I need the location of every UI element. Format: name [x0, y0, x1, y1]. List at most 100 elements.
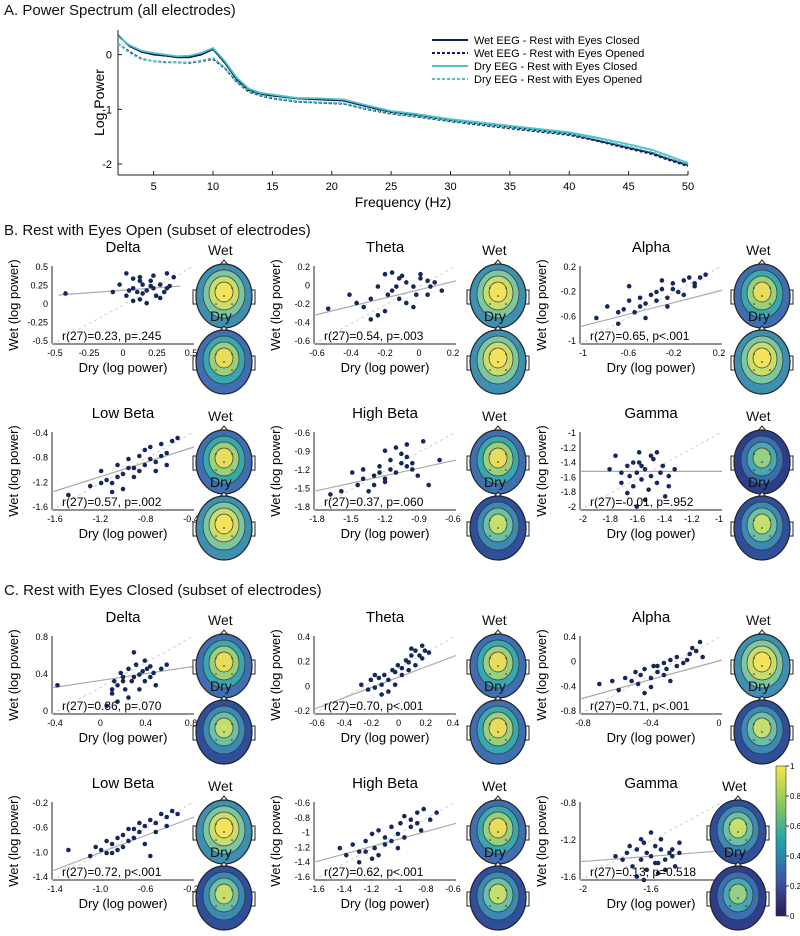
- scatter-closed-lowbeta: Low Beta -1.4 -1.0 -0.6 -0.2 -0.2 -0.6 -1.0 -1.4…: [6, 775, 199, 911]
- scatter-x-tick-label: -0.4: [183, 514, 199, 524]
- scatter-x-tick-label: -0.6: [309, 348, 325, 358]
- scatter-y-tick-label: -0.8: [294, 813, 310, 823]
- scatter-y-tick-label: 0.4: [35, 669, 48, 679]
- head-electrode-dot: [769, 287, 771, 289]
- scatter-point: [636, 460, 642, 465]
- scatter-point: [87, 483, 93, 489]
- head-electrode-dot: [761, 461, 763, 463]
- scatter-point: [626, 298, 632, 303]
- scatter-point: [643, 315, 648, 321]
- head-electrode-dot: [769, 369, 771, 371]
- scatter-point: [659, 286, 665, 292]
- dry-label: Dry: [748, 308, 770, 324]
- scatter-point: [421, 806, 427, 812]
- scatter-point: [153, 459, 159, 465]
- colorbar-tick-label: 0: [790, 912, 795, 921]
- scatter-point: [137, 274, 143, 280]
- head-electrode-dot: [215, 369, 217, 371]
- head-electrode-dot: [215, 889, 217, 891]
- scatter-point: [634, 847, 640, 852]
- scatter-title: Low Beta: [92, 775, 155, 792]
- scatter-ylabel: Wet (log power): [268, 425, 283, 517]
- scatter-point: [613, 853, 618, 859]
- head-electrode-dot: [231, 905, 233, 907]
- scatter-point: [104, 477, 109, 483]
- head-electrode-dot: [223, 731, 225, 733]
- topomap-dry: [730, 695, 794, 765]
- head-electrode-dot: [505, 453, 507, 455]
- scatter-point: [167, 283, 172, 289]
- head-electrode-dot: [489, 369, 491, 371]
- scatter-x-tick-label: 0: [716, 718, 721, 728]
- scatter-point: [422, 648, 428, 653]
- head-electrode-dot: [737, 831, 739, 833]
- scatter-point: [109, 691, 115, 696]
- scatter-point: [418, 828, 424, 833]
- scatter-x-tick-label: -1: [579, 348, 587, 358]
- scatter-point: [120, 471, 126, 477]
- scatter-stat: r(27)=-0.01, p=.952: [590, 495, 694, 509]
- head-electrode-dot: [215, 469, 217, 471]
- scatter-point: [164, 662, 169, 668]
- scatter-point: [66, 492, 71, 498]
- scatter-point: [120, 844, 126, 850]
- topomap-wet: [466, 795, 530, 865]
- scatter-point: [104, 850, 109, 856]
- head-electrode-dot: [223, 897, 225, 899]
- scatter-point: [402, 813, 407, 819]
- head-contour: [214, 347, 234, 369]
- scatter-point: [632, 309, 637, 315]
- scatter-y-tick-label: -0.6: [294, 798, 310, 808]
- scatter-point: [109, 687, 115, 692]
- head-electrode-dot: [231, 889, 233, 891]
- head-electrode-dot: [223, 461, 225, 463]
- scatter-point: [425, 292, 430, 298]
- scatter-title: Alpha: [632, 239, 671, 256]
- scatter-point: [98, 847, 104, 853]
- scatter-point: [164, 271, 170, 276]
- scatter-point: [360, 467, 366, 472]
- scatter-y-tick-label: -0.8: [32, 453, 48, 463]
- scatter-point: [169, 438, 175, 444]
- scatter-point: [377, 464, 382, 469]
- scatter-x-tick-label: -0.8: [138, 514, 154, 524]
- scatter-x-tick-label: 0: [98, 718, 103, 728]
- scatter-y-tick-label: 0.2: [297, 657, 310, 667]
- scatter-y-tick-label: -1.2: [32, 477, 48, 487]
- scatter-point: [648, 853, 654, 859]
- head-electrode-dot: [215, 905, 217, 907]
- scatter-point: [151, 670, 156, 676]
- scatter-y-tick-label: 0.5: [35, 262, 48, 272]
- scatter-fit-line: [51, 446, 195, 493]
- scatter-point: [658, 837, 664, 842]
- scatter-point: [672, 864, 678, 869]
- head-electrode-dot: [753, 469, 755, 471]
- head-electrode-dot: [489, 287, 491, 289]
- scatter-xlabel: Dry (log power): [341, 896, 430, 911]
- scatter-point: [408, 817, 414, 823]
- scatter-point: [637, 295, 643, 301]
- scatter-point: [408, 824, 414, 830]
- scatter-x-tick-label: -0.6: [621, 348, 637, 358]
- scatter-point: [641, 840, 647, 845]
- scatter-point: [389, 838, 394, 844]
- head-electrode-dot: [753, 519, 755, 521]
- scatter-x-tick-label: -0.2: [666, 348, 682, 358]
- wet-label: Wet: [208, 408, 233, 424]
- scatter-point: [674, 654, 680, 660]
- head-electrode-dot: [505, 353, 507, 355]
- scatter-point: [410, 467, 415, 472]
- scatter-point: [343, 852, 349, 858]
- scatter-y-tick-label: -1.4: [294, 857, 310, 867]
- scatter-point: [399, 665, 405, 671]
- scatter-point: [98, 480, 104, 486]
- head-electrode-dot: [497, 527, 499, 529]
- scatter-x-tick-label: -1: [715, 514, 723, 524]
- scatter-point: [148, 817, 153, 823]
- head-electrode-dot: [769, 469, 771, 471]
- scatter-x-tick-label: -1.2: [364, 884, 380, 894]
- scatter-point: [648, 453, 654, 459]
- head-electrode-dot: [489, 535, 491, 537]
- legend-label: Wet EEG - Rest with Eyes Closed: [474, 35, 639, 47]
- head-electrode-dot: [231, 657, 233, 659]
